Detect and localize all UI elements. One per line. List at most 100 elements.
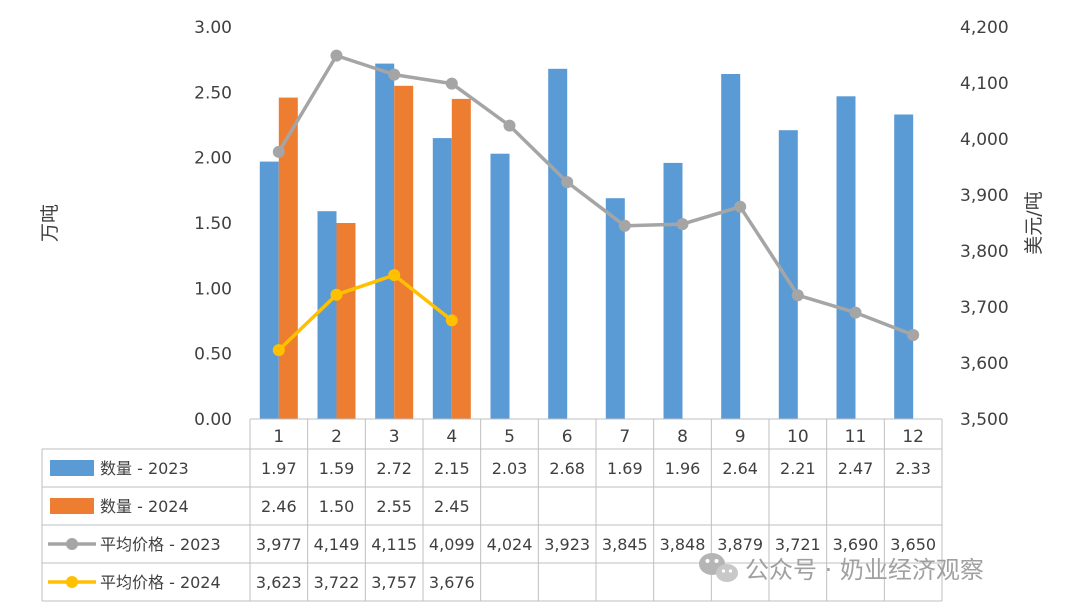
bar-2023-5 <box>490 153 510 419</box>
y-right-axis-title: 美元/吨 <box>1023 191 1045 254</box>
y-right-tick-label: 3,900 <box>960 186 1009 206</box>
bar-2023-4 <box>432 138 452 419</box>
point-price-2023-8 <box>676 218 689 231</box>
legend-key-marker-price-2023 <box>66 538 78 550</box>
line-price-2024 <box>277 273 453 352</box>
x-tick-label: 4 <box>446 427 457 447</box>
y-left-axis-title: 万吨 <box>39 204 61 242</box>
y-right-tick-label: 4,100 <box>960 74 1009 94</box>
table-cell-value: 3,879 <box>717 535 763 554</box>
bar-2023-6 <box>548 68 568 420</box>
y-right-tick-label: 4,000 <box>960 130 1009 150</box>
legend-key-marker-price-2024 <box>66 576 78 588</box>
bar-2023-3 <box>375 63 395 419</box>
bar-2023-12 <box>894 114 914 419</box>
watermark-text: 公众号 · 奶业经济观察 <box>745 556 984 584</box>
table-cell-value: 2.55 <box>376 497 412 516</box>
legend-label: 数量 - 2023 <box>100 459 189 478</box>
y-left-tick-label: 0.00 <box>194 410 232 430</box>
point-price-2023-9 <box>734 200 747 213</box>
point-price-2024-4 <box>445 314 458 327</box>
x-tick-label: 7 <box>619 427 630 447</box>
table-cell-value: 3,623 <box>256 573 302 592</box>
table-cell-value: 3,676 <box>429 573 475 592</box>
table-cell-value: 2.03 <box>492 459 528 478</box>
bar-2023-9 <box>721 74 741 419</box>
table-cell-value: 1.96 <box>665 459 701 478</box>
y-right-tick-label: 3,700 <box>960 298 1009 318</box>
y-right-tick-label: 4,200 <box>960 18 1009 38</box>
bar-2023-7 <box>605 198 625 419</box>
table-cell-value: 1.50 <box>319 497 355 516</box>
x-tick-label: 1 <box>273 427 284 447</box>
table-cell-value: 3,848 <box>660 535 706 554</box>
bar-2023-1 <box>259 161 279 419</box>
legend-key-qty-2024 <box>50 498 94 514</box>
table-cell-value: 2.46 <box>261 497 297 516</box>
table-cell-value: 4,149 <box>314 535 360 554</box>
legend-label: 平均价格 - 2023 <box>100 535 221 554</box>
table-cell-value: 3,650 <box>890 535 936 554</box>
y-left-tick-label: 1.00 <box>194 279 232 299</box>
y-left-tick-label: 2.00 <box>194 149 232 169</box>
y-right-tick-label: 3,500 <box>960 410 1009 430</box>
point-price-2023-5 <box>503 119 516 132</box>
table-cell-value: 2.15 <box>434 459 470 478</box>
table-cell-value: 2.45 <box>434 497 470 516</box>
table-cell-value: 3,690 <box>833 535 879 554</box>
watermark: 公众号 · 奶业经济观察 <box>699 553 984 584</box>
table-cell-value: 2.72 <box>376 459 412 478</box>
bar-2023-2 <box>317 211 337 419</box>
x-tick-label: 11 <box>845 427 867 447</box>
table-cell-value: 4,024 <box>487 535 533 554</box>
bar-2023-8 <box>663 162 683 419</box>
point-price-2023-3 <box>388 68 401 81</box>
point-price-2023-1 <box>272 145 285 158</box>
x-tick-label: 10 <box>787 427 809 447</box>
bar-2023-11 <box>836 96 856 420</box>
point-price-2024-2 <box>330 288 343 301</box>
table-cell-value: 2.68 <box>549 459 585 478</box>
bar-2024-2 <box>336 223 356 419</box>
table-cell-value: 2.21 <box>780 459 816 478</box>
x-tick-label: 5 <box>504 427 515 447</box>
table-cell-value: 1.97 <box>261 459 297 478</box>
line-price-2023 <box>277 53 914 337</box>
point-price-2023-10 <box>791 289 804 302</box>
lines-layer <box>272 49 920 357</box>
point-price-2023-2 <box>330 49 343 62</box>
bar-2024-3 <box>394 85 414 420</box>
table-cell-value: 2.33 <box>895 459 931 478</box>
point-price-2023-11 <box>849 306 862 319</box>
y-left-tick-label: 1.50 <box>194 214 232 234</box>
x-tick-label: 8 <box>677 427 688 447</box>
table-cell-value: 1.69 <box>607 459 643 478</box>
y-right-tick-label: 3,600 <box>960 354 1009 374</box>
y-left-tick-label: 0.50 <box>194 345 232 365</box>
point-price-2023-12 <box>907 329 920 341</box>
point-price-2023-7 <box>618 219 631 232</box>
table-cell-value: 2.64 <box>722 459 758 478</box>
y-left-tick-label: 2.50 <box>194 83 232 103</box>
wechat-icon <box>699 553 738 582</box>
point-price-2024-3 <box>388 269 401 282</box>
x-tick-label: 9 <box>735 427 746 447</box>
table-cell-value: 4,099 <box>429 535 475 554</box>
table-cell-value: 3,722 <box>314 573 360 592</box>
table-cell-value: 2.47 <box>838 459 874 478</box>
bar-2023-10 <box>778 130 798 419</box>
point-price-2023-4 <box>445 77 458 90</box>
legend-label: 平均价格 - 2024 <box>100 573 221 592</box>
table-cell-value: 4,115 <box>371 535 417 554</box>
x-tick-label: 2 <box>331 427 342 447</box>
table-cell-value: 3,721 <box>775 535 821 554</box>
table-cell-value: 1.59 <box>319 459 355 478</box>
table-cell-value: 3,757 <box>371 573 417 592</box>
axes-layer: 0.00 0.50 1.00 1.50 2.00 2.50 3.00 3,500 3,600 3,… <box>39 18 1045 430</box>
y-left-tick-label: 3.00 <box>194 18 232 38</box>
legend-label: 数量 - 2024 <box>100 497 189 516</box>
table-cell-value: 3,977 <box>256 535 302 554</box>
